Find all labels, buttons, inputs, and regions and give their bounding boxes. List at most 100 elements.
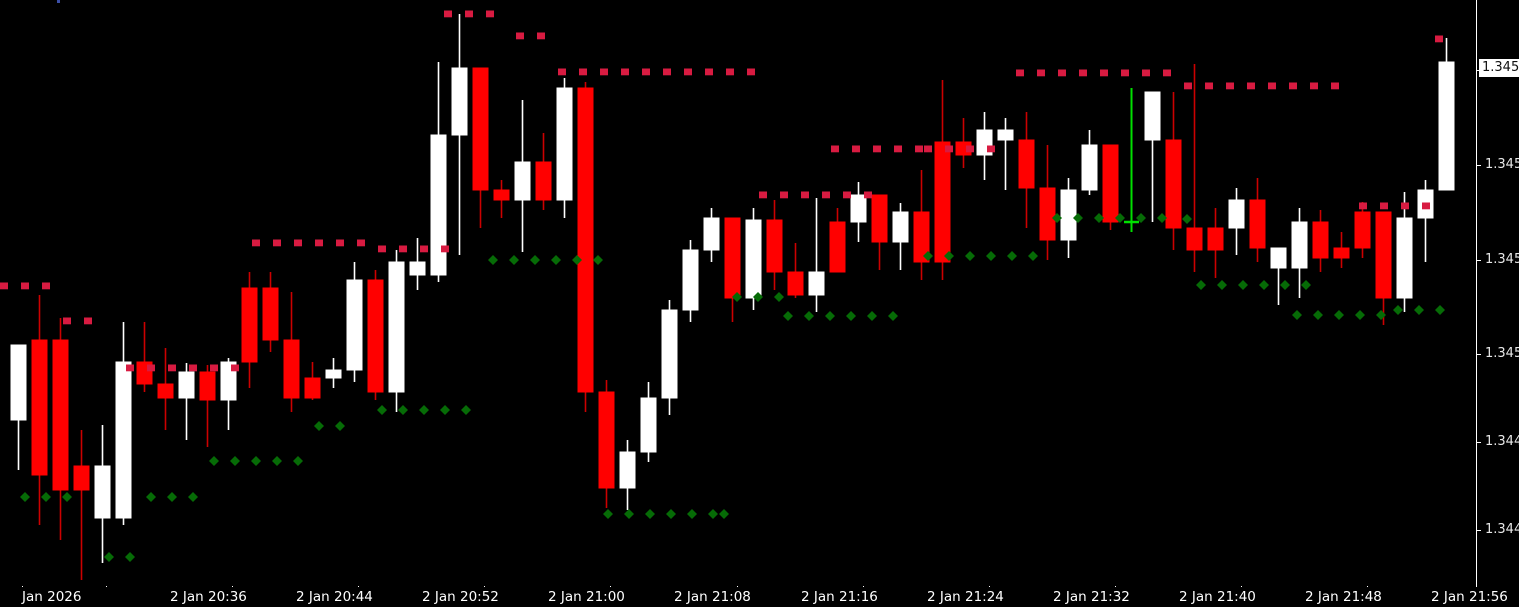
candle — [283, 292, 300, 412]
candle-body-bearish — [262, 287, 279, 341]
sar-bearish-dot — [705, 68, 713, 76]
sar-bullish-dot — [20, 492, 30, 502]
candle-body-bearish — [493, 189, 510, 201]
candle-body-bullish — [1270, 247, 1287, 269]
current-price-label[interactable]: 1.3455 — [1479, 59, 1519, 77]
candle — [745, 208, 762, 310]
candle-body-bearish — [871, 194, 888, 243]
time-tick-label: 2 Jan 21:08 — [674, 589, 751, 605]
candle — [1165, 92, 1182, 250]
sar-bullish-dot — [572, 255, 582, 265]
candle-body-bullish — [892, 211, 909, 243]
sar-bearish-dot — [378, 245, 386, 253]
sar-bearish-dot — [1205, 82, 1213, 90]
time-tick-mark — [22, 586, 23, 587]
candle — [913, 170, 930, 280]
sar-bearish-dot — [1037, 69, 1045, 77]
candle — [1312, 210, 1329, 272]
candle-body-bullish — [514, 161, 531, 201]
sar-bullish-dot — [1157, 213, 1167, 223]
price-axis-line — [1476, 0, 1477, 587]
sar-bearish-dot — [357, 239, 365, 247]
sar-bullish-dot — [1028, 251, 1038, 261]
sar-bearish-dot — [1310, 82, 1318, 90]
candle — [304, 362, 321, 400]
candlestick-series-svg — [0, 10, 1455, 580]
candle-body-bearish — [1375, 211, 1392, 299]
time-tick-mark — [1241, 586, 1242, 587]
sar-bullish-dot — [719, 509, 729, 519]
candle — [577, 82, 594, 412]
candle — [1186, 64, 1203, 272]
sar-bullish-dot — [398, 405, 408, 415]
time-tick-mark — [1115, 586, 1116, 587]
crosshair-pixel-artifact — [57, 0, 60, 3]
sar-bullish-dot — [1301, 280, 1311, 290]
candle-body-bearish — [73, 465, 90, 491]
candle — [1354, 202, 1371, 258]
candle — [787, 243, 804, 298]
sar-bearish-dot — [747, 68, 755, 76]
sar-bullish-dot — [167, 492, 177, 502]
sar-bearish-dot — [1359, 202, 1367, 210]
sar-bearish-dot — [924, 145, 932, 153]
candle — [1417, 180, 1434, 262]
candle — [640, 382, 657, 462]
time-axis[interactable]: Jan 2026 2 Jan 20:36 2 Jan 20:44 2 Jan 20:5… — [0, 586, 1508, 607]
candle — [10, 344, 27, 470]
candle-body-bullish — [1291, 221, 1308, 269]
candle-body-bearish — [1186, 227, 1203, 251]
candle — [115, 322, 132, 525]
sar-bearish-dot — [822, 191, 830, 199]
candle — [1039, 145, 1056, 260]
candle — [997, 118, 1014, 190]
sar-bullish-dot — [867, 311, 877, 321]
sar-bearish-dot-group — [0, 10, 1443, 372]
candle — [619, 440, 636, 510]
candle — [493, 180, 510, 218]
sar-bearish-dot — [210, 364, 218, 372]
sar-bearish-dot — [831, 145, 839, 153]
sar-bullish-dot — [666, 509, 676, 519]
candle-body-bullish — [346, 279, 363, 371]
price-axis[interactable]: 1.34551.34531.34511.34501.34481.34461.34… — [1477, 0, 1519, 607]
sar-bearish-dot — [852, 145, 860, 153]
sar-bearish-dot — [1422, 202, 1430, 210]
candle-body-bullish — [10, 344, 27, 421]
sar-bearish-dot — [1435, 35, 1443, 43]
sar-bearish-dot — [945, 145, 953, 153]
price-tick-mark — [1477, 259, 1481, 261]
sar-bearish-dot — [801, 191, 809, 199]
sar-bearish-dot — [516, 32, 524, 40]
candle-body-bullish — [409, 261, 426, 276]
sar-bullish-dot — [530, 255, 540, 265]
candle-body-bearish — [1102, 144, 1119, 223]
candle — [556, 78, 573, 218]
sar-bearish-dot — [1079, 69, 1087, 77]
candle-body-bullish — [220, 361, 237, 401]
candle-body-bearish — [52, 339, 69, 491]
candle-body-bullish — [997, 129, 1014, 141]
sar-bullish-dot — [440, 405, 450, 415]
candle — [892, 203, 909, 270]
time-tick-label: 2 Jan 21:40 — [1179, 589, 1256, 605]
chart-plot-area[interactable] — [0, 0, 1476, 586]
sar-bearish-dot — [558, 68, 566, 76]
candle — [661, 300, 678, 415]
sar-bearish-dot — [399, 245, 407, 253]
time-tick-mark — [610, 586, 611, 587]
candle — [598, 380, 615, 508]
candle — [262, 272, 279, 352]
sar-bearish-dot — [63, 317, 71, 325]
candle-body-bullish — [640, 397, 657, 453]
time-tick-label: 2 Jan 21:24 — [927, 589, 1004, 605]
time-tick-label: 2 Jan 21:48 — [1305, 589, 1382, 605]
candle — [1333, 232, 1350, 268]
price-tick-label: 1.3450 — [1485, 346, 1519, 361]
sar-bullish-dot — [1238, 280, 1248, 290]
sar-bullish-dot — [687, 509, 697, 519]
sar-bullish-dot — [1007, 251, 1017, 261]
